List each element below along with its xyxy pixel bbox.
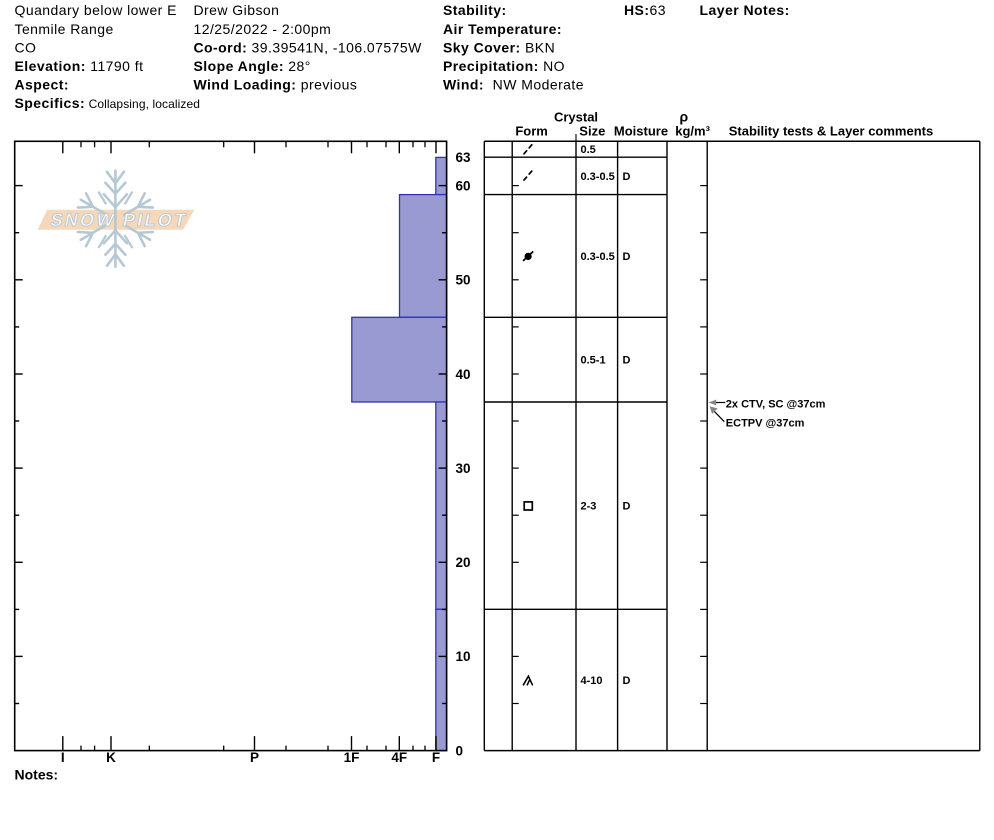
svg-text:Precipitation: NO: Precipitation: NO [443, 58, 565, 74]
svg-text:Aspect:: Aspect: [15, 77, 70, 93]
svg-text:50: 50 [456, 273, 471, 288]
svg-text:HS:63: HS:63 [624, 2, 666, 18]
svg-text:Air Temperature:: Air Temperature: [443, 21, 562, 37]
svg-text:Specifics: Collapsing, localiz: Specifics: Collapsing, localized [15, 95, 201, 111]
svg-text:ECTPV @37cm: ECTPV @37cm [726, 418, 805, 430]
svg-text:D: D [623, 675, 631, 687]
svg-text:Quandary below lower E: Quandary below lower E [15, 2, 177, 18]
svg-text:P: P [250, 750, 259, 765]
svg-text:K: K [106, 750, 116, 765]
svg-text:Drew Gibson: Drew Gibson [194, 2, 280, 18]
svg-text:Layer Notes:: Layer Notes: [700, 2, 790, 18]
svg-text:0.5-1: 0.5-1 [581, 355, 606, 367]
svg-text:1F: 1F [344, 750, 360, 765]
svg-text:30: 30 [456, 461, 471, 476]
svg-text:Stability:: Stability: [443, 2, 507, 18]
svg-text:4-10: 4-10 [581, 675, 603, 687]
svg-text:CO: CO [15, 39, 37, 55]
svg-text:ρ: ρ [679, 108, 688, 124]
svg-text:Tenmile Range: Tenmile Range [15, 21, 114, 37]
svg-text:Moisture: Moisture [614, 123, 668, 138]
svg-text:F: F [432, 750, 440, 765]
svg-text:Co-ord: 39.39541N, -106.07575W: Co-ord: 39.39541N, -106.07575W [194, 39, 423, 55]
svg-text:0.3-0.5: 0.3-0.5 [581, 171, 615, 183]
svg-text:Wind: NW Moderate: Wind: NW Moderate [443, 77, 584, 93]
svg-text:0: 0 [456, 743, 464, 758]
svg-text:60: 60 [456, 178, 471, 193]
svg-text:Sky Cover: BKN: Sky Cover: BKN [443, 39, 555, 55]
svg-text:0.3-0.5: 0.3-0.5 [581, 251, 615, 263]
svg-text:D: D [623, 251, 631, 263]
svg-text:D: D [623, 501, 631, 513]
svg-text:Stability tests & Layer commen: Stability tests & Layer comments [729, 123, 933, 138]
svg-text:12/25/2022 - 2:00pm: 12/25/2022 - 2:00pm [194, 21, 332, 37]
svg-text:Size: Size [579, 123, 605, 138]
svg-text:0.5: 0.5 [581, 144, 596, 156]
svg-text:10: 10 [456, 649, 471, 664]
svg-text:Form: Form [515, 123, 548, 138]
svg-text:40: 40 [456, 367, 471, 382]
svg-text:63: 63 [456, 150, 472, 165]
svg-text:2-3: 2-3 [581, 501, 597, 513]
svg-text:D: D [623, 171, 631, 183]
svg-text:Elevation: 11790 ft: Elevation: 11790 ft [15, 58, 144, 74]
svg-text:I: I [61, 750, 65, 765]
svg-text:Crystal: Crystal [554, 109, 598, 124]
svg-text:Notes:: Notes: [15, 767, 59, 783]
svg-text:kg/m³: kg/m³ [675, 123, 710, 138]
svg-text:20: 20 [456, 555, 471, 570]
svg-text:Wind Loading: previous: Wind Loading: previous [194, 77, 358, 93]
svg-text:2x CTV, SC @37cm: 2x CTV, SC @37cm [726, 398, 826, 410]
svg-text:Slope Angle: 28°: Slope Angle: 28° [194, 58, 311, 74]
svg-text:4F: 4F [391, 750, 407, 765]
svg-text:D: D [623, 355, 631, 367]
svg-text:SNOW PILOT: SNOW PILOT [49, 210, 190, 230]
